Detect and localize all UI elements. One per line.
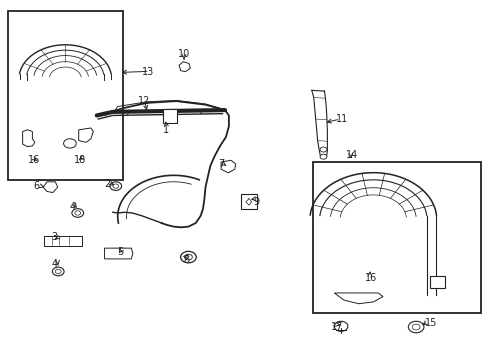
Circle shape [55, 269, 61, 274]
Text: 12: 12 [138, 96, 150, 106]
Text: 18: 18 [74, 155, 86, 165]
Bar [312, 162, 480, 313]
Text: 3: 3 [51, 232, 57, 242]
FancyBboxPatch shape [428, 276, 444, 288]
Polygon shape [79, 128, 93, 142]
Text: 9: 9 [253, 197, 259, 207]
Text: 11: 11 [335, 114, 347, 124]
FancyBboxPatch shape [163, 109, 177, 123]
Circle shape [411, 324, 419, 330]
Polygon shape [221, 160, 235, 173]
Text: 14: 14 [345, 150, 357, 160]
Circle shape [63, 139, 76, 148]
Circle shape [320, 154, 326, 159]
Circle shape [184, 254, 192, 260]
Text: 10: 10 [178, 49, 190, 59]
Text: 16: 16 [365, 273, 377, 283]
Polygon shape [43, 182, 58, 193]
Polygon shape [179, 62, 190, 72]
Text: 8: 8 [183, 255, 189, 265]
Polygon shape [104, 248, 133, 259]
Circle shape [320, 147, 326, 152]
Circle shape [180, 251, 196, 263]
FancyBboxPatch shape [43, 235, 82, 246]
Polygon shape [22, 130, 35, 147]
Circle shape [110, 182, 122, 190]
Text: 6: 6 [33, 181, 39, 191]
Text: 5: 5 [117, 247, 123, 257]
Text: 17: 17 [330, 322, 343, 332]
Circle shape [52, 267, 64, 276]
Text: 1: 1 [163, 125, 169, 135]
Text: 13: 13 [142, 67, 154, 77]
FancyBboxPatch shape [241, 194, 256, 210]
Circle shape [75, 211, 81, 215]
Text: 4: 4 [70, 202, 76, 212]
Polygon shape [334, 293, 382, 304]
Circle shape [113, 184, 119, 188]
Text: 7: 7 [218, 159, 224, 169]
Text: 16: 16 [28, 155, 40, 165]
Circle shape [72, 209, 83, 217]
Text: 2: 2 [103, 179, 110, 189]
Text: 15: 15 [424, 319, 436, 328]
Bar [8, 12, 122, 180]
Text: 4: 4 [51, 259, 57, 269]
Circle shape [333, 321, 347, 331]
Circle shape [407, 321, 423, 333]
